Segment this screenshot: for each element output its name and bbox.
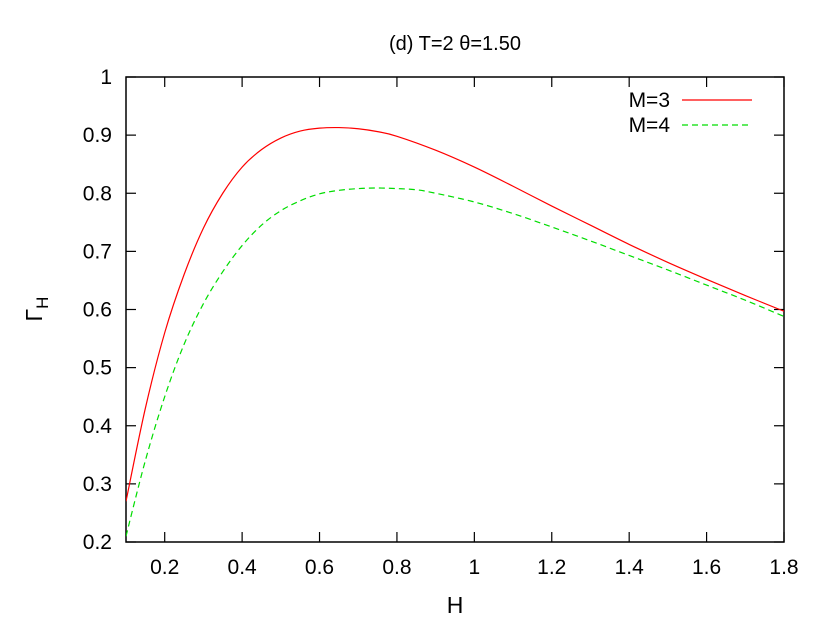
x-tick-label: 0.6	[305, 556, 334, 579]
x-tick-label: 1.4	[615, 556, 645, 579]
x-tick-label: 0.8	[382, 556, 411, 579]
svg-text:ΓH: ΓH	[21, 297, 52, 322]
x-tick-label: 0.4	[228, 556, 258, 579]
x-tick-label: 0.2	[150, 556, 179, 579]
x-axis-label: H	[447, 592, 464, 618]
plot-area: 0.2 0.4 0.6 0.8 1 1.2 1.4 1.6 1.8 0.2 0.3 0.4 0.5 0.6…	[83, 66, 799, 579]
series-line-2	[126, 187, 784, 537]
legend-label-2: M=4	[629, 114, 671, 137]
plot-frame	[125, 76, 785, 543]
legend-label-1: M=3	[629, 89, 670, 112]
x-tick-label: 1.8	[769, 556, 798, 579]
y-tick-label: 0.9	[83, 124, 112, 147]
chart-title: (d) T=2 θ=1.50	[389, 33, 521, 55]
legend: M=3M=4	[629, 89, 752, 137]
series-layer	[126, 126, 784, 537]
y-tick-label: 0.4	[83, 415, 113, 438]
y-tick-label: 1	[100, 66, 112, 89]
y-tick-label: 0.2	[83, 531, 112, 554]
y-tick-label: 0.3	[83, 473, 112, 496]
series-line-1	[126, 126, 784, 502]
y-axis-label-sub: H	[33, 297, 52, 309]
y-tick-label: 0.5	[83, 357, 112, 380]
y-tick-label: 0.7	[83, 240, 112, 263]
ticks-layer: 0.2 0.4 0.6 0.8 1 1.2 1.4 1.6 1.8 0.2 0.3 0.4 0.5 0.6…	[83, 66, 799, 579]
y-axis-label: ΓH	[21, 297, 52, 322]
y-tick-label: 0.8	[83, 182, 112, 205]
x-tick-label: 1.6	[692, 556, 721, 579]
x-tick-label: 1.2	[537, 556, 566, 579]
y-axis-label-main: Γ	[21, 308, 47, 321]
y-tick-label: 0.6	[83, 299, 112, 322]
x-tick-label: 1	[469, 556, 481, 579]
